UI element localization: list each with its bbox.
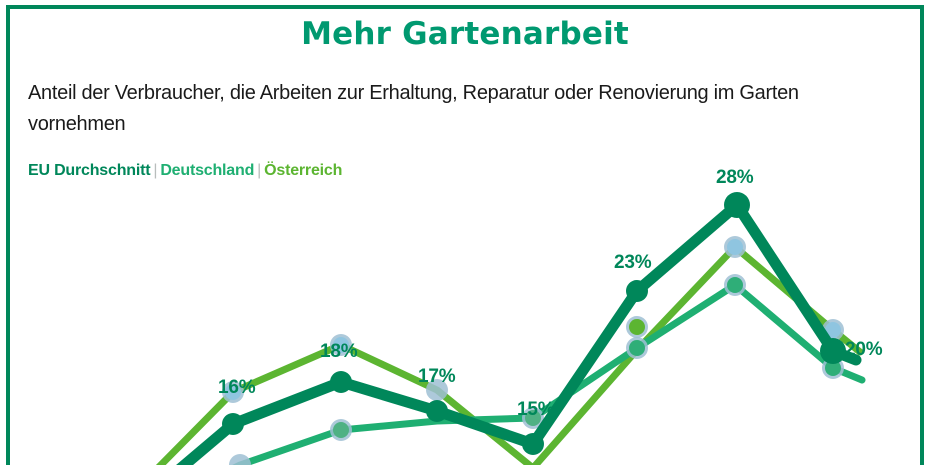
data-label-23: 23% [614,252,652,273]
marker-eu-2[interactable] [330,371,352,393]
series-marker-dots-minor [225,239,841,438]
series-line-eu [176,199,862,465]
series-eu-durchschnitt [176,192,862,465]
marker-de-2[interactable] [333,422,349,438]
card-border-right [920,5,924,465]
marker-eu-1[interactable] [222,413,244,435]
legend-item-deutschland[interactable]: Deutschland [160,162,255,179]
marker-de-4[interactable] [525,410,541,426]
chart-subtitle: Anteil der Verbraucher, die Arbeiten zur… [28,82,799,135]
data-label-16: 16% [218,377,256,398]
marker-at-6[interactable] [727,239,743,255]
page-title: Mehr Gartenarbeit [301,16,629,52]
chart-legend: EU Durchschnitt | Deutschland | Österreich [28,161,342,181]
marker-at-2[interactable] [333,337,349,353]
marker-eu-5[interactable] [626,280,648,302]
data-label-15: 15% [517,399,555,420]
marker-at-7[interactable] [825,322,841,338]
marker-at-1[interactable] [225,384,241,400]
card-border-left [6,5,10,465]
marker-halo-at-3 [426,379,448,401]
marker-de-5[interactable] [629,340,645,356]
card-border-top [6,5,924,9]
data-label-18: 18% [320,341,358,362]
legend-item-eu-durchschnitt[interactable]: EU Durchschnitt [28,162,151,179]
marker-at-5[interactable] [629,319,645,335]
data-label-28: 28% [716,167,754,188]
marker-de-7[interactable] [825,360,841,376]
marker-de-6[interactable] [727,277,743,293]
marker-eu-3[interactable] [426,400,448,422]
data-label-17: 17% [418,366,456,387]
legend-item-oesterreich[interactable]: Österreich [264,162,343,179]
marker-halo-de-1 [229,454,251,465]
series-marker-halos [222,236,844,465]
legend-separator-1: | [153,162,158,179]
marker-eu-4[interactable] [522,433,544,455]
data-label-20: 20% [845,339,883,360]
marker-eu-7[interactable] [820,338,846,364]
marker-eu-6[interactable] [724,192,750,218]
legend-separator-2: | [257,162,262,179]
